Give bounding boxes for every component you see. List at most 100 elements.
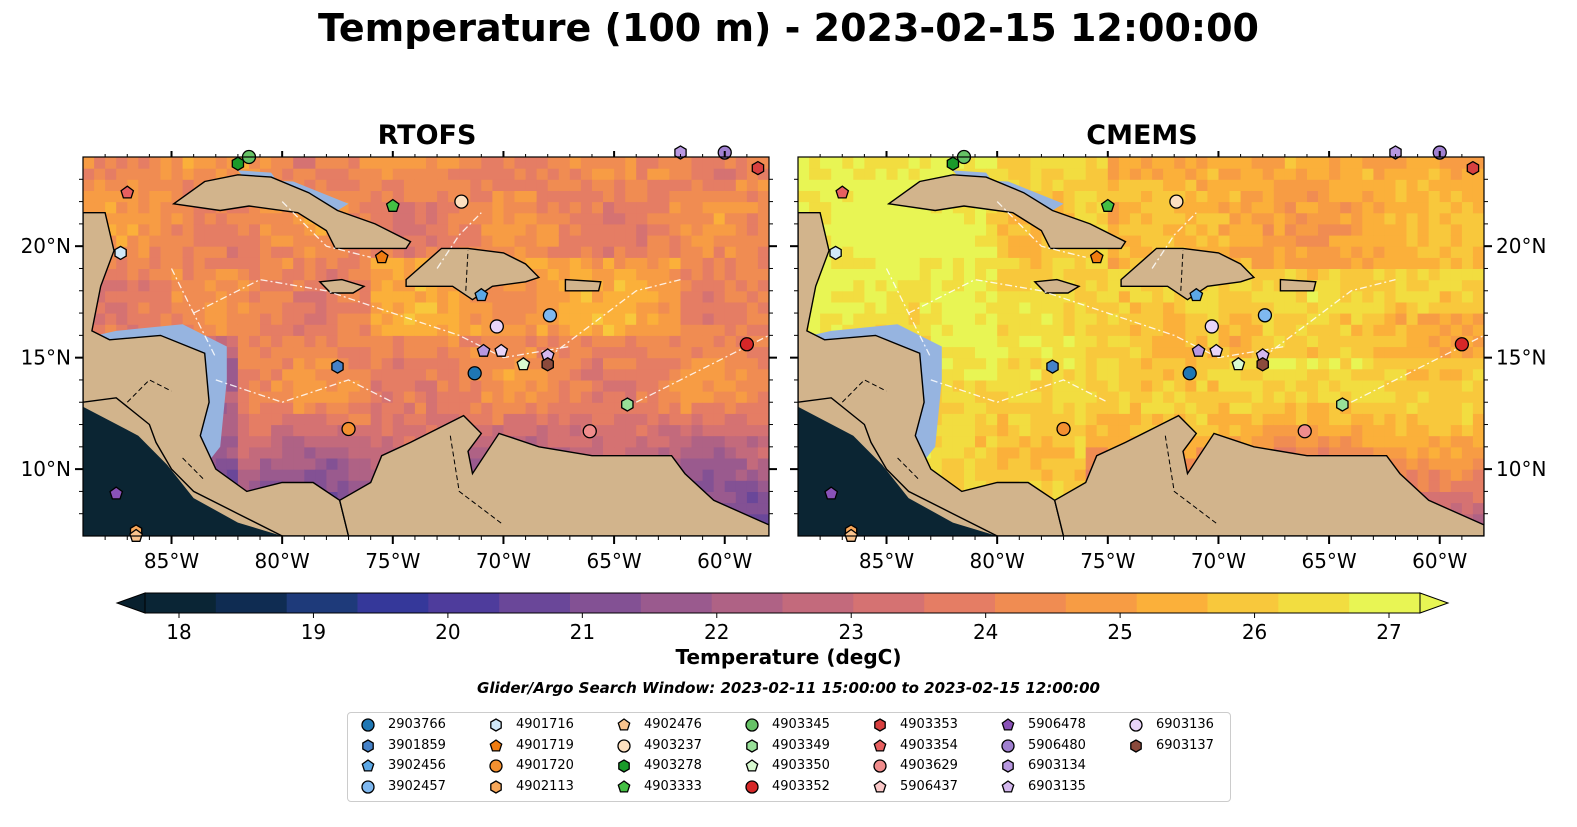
float-marker-4901720 — [341, 421, 356, 437]
national-border — [126, 379, 172, 403]
national-border — [1164, 435, 1219, 526]
float-marker-4903354 — [120, 185, 135, 199]
legend-marker — [745, 759, 759, 772]
land-puertoRico — [564, 278, 602, 292]
colorbar-segment — [1207, 593, 1279, 613]
legend-marker — [873, 738, 887, 752]
float-marker-4903629 — [1297, 424, 1312, 439]
legend-marker — [489, 738, 503, 752]
float-marker-4903278 — [946, 156, 960, 171]
pacific-deep-area — [83, 406, 283, 536]
hexagon-marker-icon — [1002, 759, 1014, 773]
legend-label: 4902113 — [516, 778, 574, 794]
colorbar-label: Temperature (degC) — [675, 645, 902, 669]
eez-boundary — [996, 201, 1086, 258]
legend-label: 2903766 — [388, 717, 446, 732]
land-cuba — [886, 174, 1127, 250]
land-cuba — [171, 174, 412, 250]
colorbar-segment — [145, 593, 217, 613]
legend-marker — [490, 779, 502, 794]
float-marker-5906478 — [109, 486, 124, 500]
legend-label: 3901859 — [388, 737, 446, 753]
legend-marker — [1001, 738, 1015, 753]
legend-marker — [1002, 759, 1014, 773]
eez-boundary — [193, 278, 570, 359]
circle-marker-icon — [361, 779, 375, 794]
float-legend: 2903766 3901859 3902456 3902457 4901716 49017… — [347, 712, 1231, 802]
pacific-deep-area — [798, 406, 998, 536]
colorbar-segment — [570, 593, 642, 613]
pentagon-marker-icon — [617, 718, 631, 731]
national-border — [1180, 250, 1184, 291]
legend-label: 4903352 — [772, 778, 830, 794]
float-markers — [824, 145, 1480, 542]
national-border — [182, 457, 206, 481]
float-marker-6903137 — [1256, 357, 1269, 372]
float-marker-6903134 — [674, 145, 687, 160]
lon-tick-label: 80°W — [970, 549, 1025, 573]
circle-marker-icon — [617, 738, 631, 753]
national-border — [897, 457, 921, 481]
colorbar-segment — [924, 593, 996, 613]
lon-tick-label: 65°W — [1301, 549, 1356, 573]
eez-boundary — [215, 379, 394, 403]
legend-marker — [617, 738, 631, 753]
colorbar-tick-label: 25 — [1107, 620, 1132, 644]
colorbar-segment — [640, 593, 713, 613]
legend-marker — [873, 759, 887, 773]
colorbar: 18 19 20 21 22 23 24 25 26 27 — [115, 592, 1450, 644]
legend-label: 4903350 — [772, 758, 830, 773]
colorbar-segment — [995, 593, 1067, 613]
legend-marker — [745, 718, 759, 732]
land-jamaica — [1033, 278, 1081, 294]
lat-tick-label: 10°N — [21, 457, 71, 481]
legend-marker — [1130, 738, 1142, 753]
shelf-area — [96, 324, 227, 458]
colorbar-min-arrow — [115, 592, 146, 614]
float-marker-4903333 — [1100, 198, 1115, 212]
search-window-caption: Glider/Argo Search Window: 2023-02-11 15… — [477, 679, 1100, 697]
land-hispaniola — [1120, 247, 1256, 301]
pentagon-marker-icon — [1001, 779, 1015, 793]
legend-label: 4903349 — [772, 737, 830, 753]
legend-label: 3902457 — [388, 778, 446, 794]
float-marker-4901719 — [1089, 249, 1104, 264]
legend-marker — [361, 718, 375, 732]
legend-label: 6903137 — [1156, 737, 1214, 753]
legend-label: 4903345 — [772, 717, 830, 732]
legend-marker — [490, 718, 502, 732]
lon-tick-label: 60°W — [697, 549, 752, 573]
float-marker-4901720 — [1056, 421, 1071, 437]
circle-marker-icon — [873, 759, 887, 773]
float-marker-6903137 — [541, 357, 554, 372]
legend-label: 6903135 — [1028, 778, 1086, 794]
float-marker-2903766 — [467, 366, 482, 381]
hexagon-marker-icon — [746, 738, 758, 753]
eez-boundary — [281, 201, 371, 258]
lon-tick-label: 65°W — [586, 549, 641, 573]
float-marker-4903278 — [231, 156, 245, 171]
legend-label: 4903629 — [900, 758, 958, 773]
lat-tick-label: 15°N — [1496, 346, 1546, 370]
legend-marker — [1129, 718, 1143, 732]
float-marker — [1191, 343, 1206, 357]
legend-label: 3902456 — [388, 758, 446, 773]
colorbar-tick-label: 24 — [973, 620, 998, 644]
colorbar-max-arrow — [1419, 592, 1450, 614]
lon-tick-label: 85°W — [859, 549, 914, 573]
float-marker-4903350 — [1231, 356, 1246, 371]
legend-marker — [362, 738, 374, 753]
colorbar-segment — [286, 593, 358, 613]
legend-marker — [361, 779, 375, 794]
colorbar-tick-label: 19 — [301, 620, 326, 644]
legend-marker — [873, 779, 887, 793]
hexagon-marker-icon — [618, 759, 630, 773]
float-marker-4903353 — [751, 160, 765, 176]
lon-tick-label: 75°W — [365, 549, 420, 573]
colorbar-segment — [428, 593, 500, 613]
legend-marker — [874, 718, 886, 732]
float-marker — [1209, 343, 1224, 357]
circle-marker-icon — [1001, 738, 1015, 753]
colorbar-segment — [1065, 593, 1138, 613]
legend-marker — [617, 718, 631, 731]
